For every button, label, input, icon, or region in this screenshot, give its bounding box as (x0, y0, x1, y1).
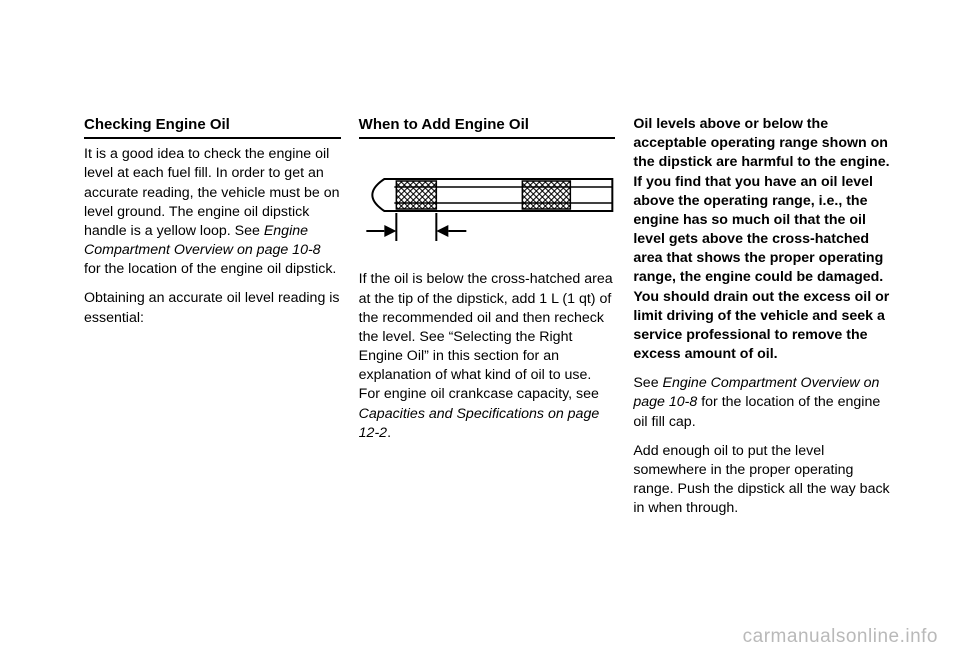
dipstick-figure (359, 149, 616, 254)
column-1: Checking Engine Oil It is a good idea to… (84, 115, 341, 528)
text-fragment: If the oil is below the cross-hatched ar… (359, 271, 613, 402)
watermark-source: carmanualsonline.info (743, 626, 938, 648)
para-add-oil: If the oil is below the cross-hatched ar… (359, 270, 616, 443)
text-fragment: See (633, 375, 662, 391)
para-add-enough-oil: Add enough oil to put the level somewher… (633, 442, 890, 519)
column-3: Oil levels above or below the acceptable… (633, 115, 890, 528)
callout-oil-level-warning: Oil levels above or below the acceptable… (633, 115, 890, 364)
para-accurate-reading: Obtaining an accurate oil level reading … (84, 289, 341, 327)
para-fill-cap-location: See Engine Compartment Overview on page … (633, 374, 890, 432)
text-fragment: . (387, 425, 391, 441)
ref-capacities-specs: Capacities and Specifications on page 12… (359, 406, 600, 441)
heading-when-to-add-oil: When to Add Engine Oil (359, 115, 616, 139)
heading-checking-engine-oil: Checking Engine Oil (84, 115, 341, 139)
para-check-oil: It is a good idea to check the engine oi… (84, 145, 341, 279)
manual-page: Checking Engine Oil It is a good idea to… (0, 0, 960, 528)
text-fragment: for the location of the engine oil dipst… (84, 261, 336, 277)
column-2: When to Add Engine Oil (359, 115, 616, 528)
